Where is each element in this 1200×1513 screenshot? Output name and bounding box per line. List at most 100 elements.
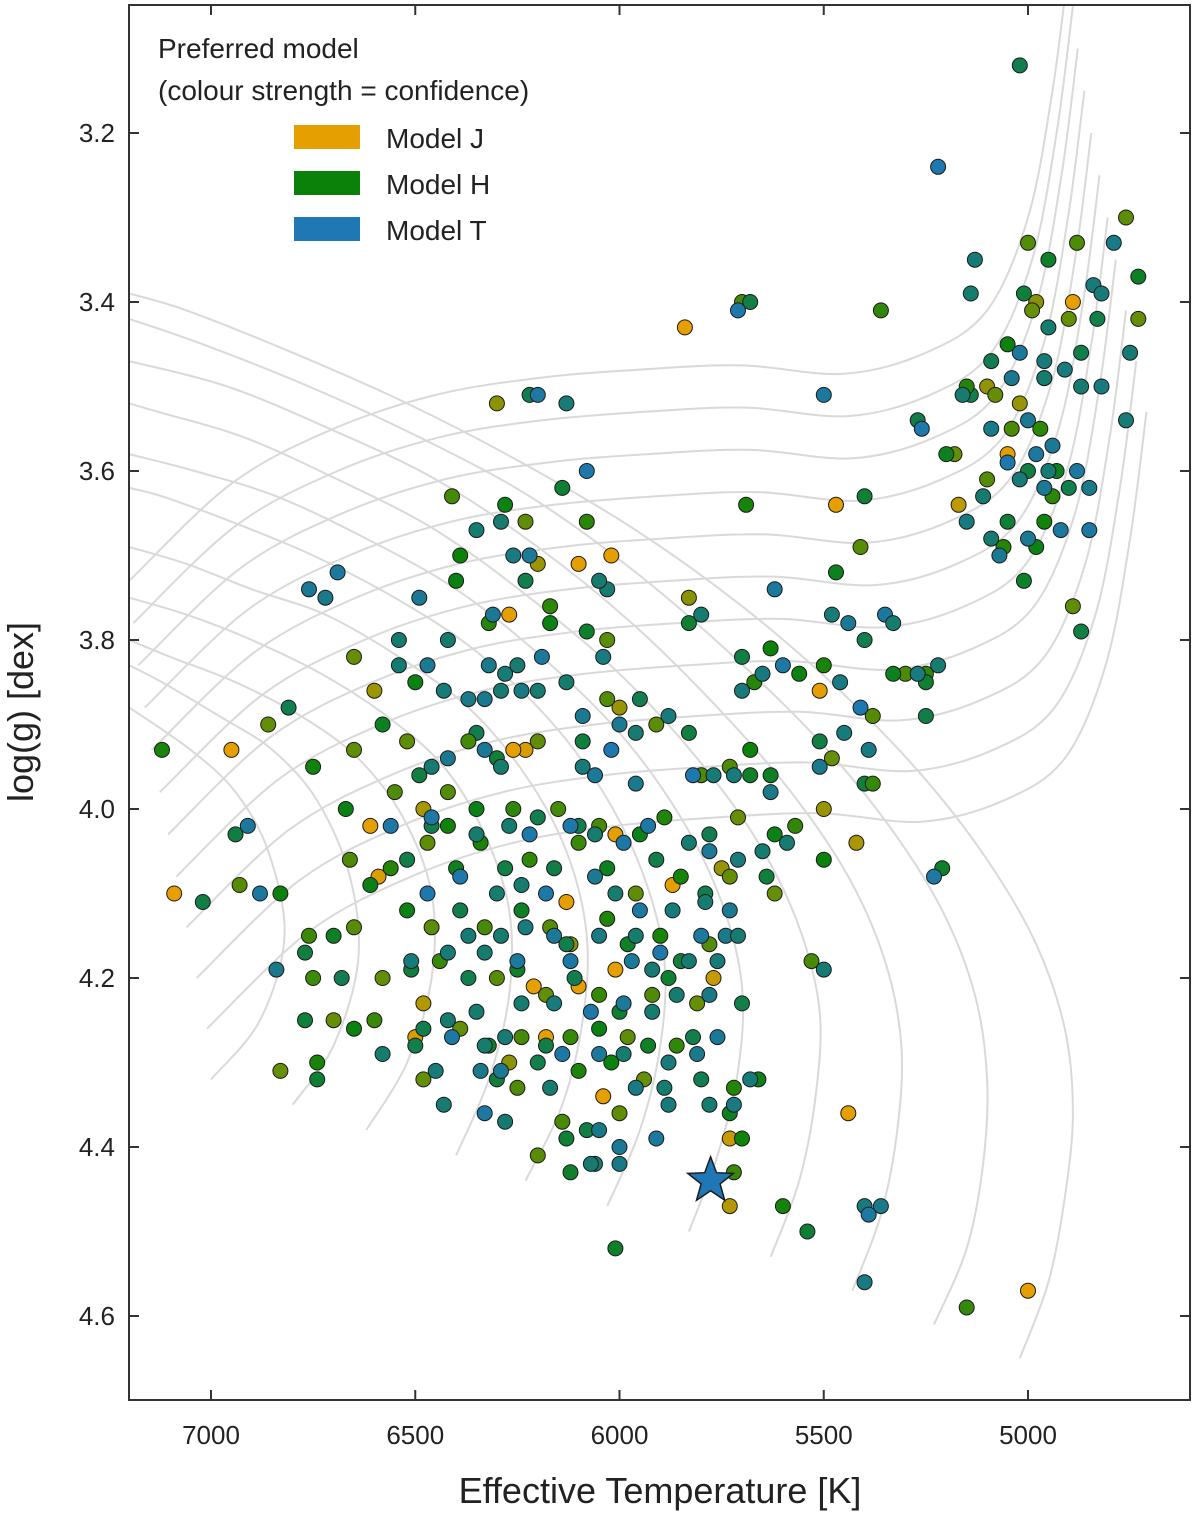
data-point-model-t (480, 657, 497, 674)
data-point-model-t (521, 826, 538, 843)
data-point-model-h (227, 826, 244, 843)
data-point-model-h (823, 750, 840, 767)
legend-title-line1: Preferred model (158, 33, 359, 64)
data-point-model-t (623, 953, 640, 970)
data-point-model-h (787, 817, 804, 834)
main-sequence-track (129, 664, 360, 1106)
data-point-model-j (505, 741, 522, 758)
data-point-model-h (309, 1071, 326, 1088)
data-point-model-h (562, 1164, 579, 1181)
data-point-model-t (983, 420, 1000, 437)
data-point-model-t (689, 1046, 706, 1062)
data-point-model-t (439, 750, 456, 767)
data-point-model-h (309, 1054, 326, 1071)
data-point-model-t (660, 1054, 677, 1071)
y-tick-label: 4.2 (79, 963, 115, 993)
data-point-model-t (493, 927, 509, 944)
data-point-model-t (730, 927, 746, 944)
data-point-model-h (693, 1071, 710, 1088)
data-point-model-t (509, 953, 526, 970)
data-point-model-h (815, 851, 832, 868)
data-point-model-t (860, 1206, 877, 1223)
data-point-model-t (591, 1122, 608, 1139)
data-point-model-h (599, 860, 616, 877)
x-tick-label: 6000 (591, 1420, 649, 1450)
data-point-model-t (644, 1003, 661, 1020)
data-point-model-t (644, 961, 661, 978)
data-point-model-t (701, 843, 718, 860)
data-point-model-t (762, 784, 779, 801)
data-point-model-t (472, 1062, 489, 1079)
data-point-model-t (709, 953, 726, 970)
data-point-model-h (979, 471, 996, 488)
data-point-model-h (154, 741, 170, 758)
data-point-model-h (872, 302, 889, 319)
data-point-model-j (501, 606, 518, 623)
data-point-model-h (685, 1029, 701, 1046)
data-point-model-t (852, 699, 869, 716)
data-point-model-h (411, 767, 428, 784)
data-point-model-h (497, 496, 514, 513)
data-point-model-t (705, 767, 722, 784)
data-point-model-h (680, 724, 697, 741)
data-point-model-t (836, 724, 853, 741)
data-point-model-t (766, 581, 783, 598)
data-point-model-h (529, 1147, 546, 1164)
data-point-model-t (497, 1029, 514, 1046)
data-point-model-h (1032, 420, 1049, 437)
data-point-model-j (558, 894, 575, 910)
data-point-model-h (656, 809, 673, 826)
data-point-model-h (1118, 209, 1134, 226)
data-point-model-t (427, 1062, 444, 1079)
data-point-model-t (1036, 479, 1053, 496)
data-point-model-t (627, 724, 644, 741)
main-sequence-track (129, 317, 989, 1325)
legend: Preferred model (colour strength = confi… (158, 33, 529, 246)
y-tick-label: 4.0 (79, 794, 115, 824)
data-point-model-h (742, 767, 759, 784)
data-point-model-h (558, 1130, 575, 1147)
main-sequence-track (129, 292, 1074, 1359)
data-point-model-h (758, 868, 775, 885)
legend-label-model-t: Model T (386, 215, 487, 246)
data-point-model-h (721, 868, 738, 885)
data-point-model-h (811, 733, 828, 750)
data-point-model-t (913, 420, 930, 437)
data-point-model-h (599, 910, 616, 927)
data-point-model-h (828, 564, 844, 581)
isochrone-track (137, 48, 1079, 667)
data-point-model-t (411, 589, 428, 606)
data-point-model-t (983, 530, 1000, 547)
x-tick-label: 5500 (795, 1420, 853, 1450)
data-point-model-h (627, 885, 644, 902)
data-point-model-t (476, 944, 493, 961)
data-point-model-t (999, 454, 1016, 471)
data-point-model-h (734, 648, 750, 665)
data-point-model-t (754, 843, 771, 860)
data-point-model-h (734, 995, 750, 1012)
isochrone-track (132, 6, 1074, 624)
main-sequence-track (129, 706, 286, 1081)
data-point-model-t (832, 674, 849, 691)
data-point-model-h (415, 1071, 432, 1088)
data-point-model-j (362, 817, 379, 834)
data-point-model-t (615, 995, 632, 1012)
data-point-model-j (1064, 294, 1081, 310)
data-point-model-h (774, 1198, 791, 1215)
data-point-model-t (1069, 463, 1085, 479)
y-tick-label: 3.2 (79, 118, 115, 148)
data-point-model-t (627, 927, 644, 944)
data-point-model-h (1024, 302, 1041, 319)
data-point-model-t (468, 826, 485, 843)
data-point-model-t (1003, 370, 1020, 387)
data-point-model-h (513, 1029, 530, 1046)
data-point-model-t (268, 961, 285, 978)
data-point-model-t (725, 1096, 742, 1113)
legend-title-line2: (colour strength = confidence) (158, 75, 529, 106)
data-point-model-t (754, 665, 771, 682)
data-point-model-t (685, 767, 701, 784)
data-point-model-h (1060, 310, 1077, 327)
data-point-model-h (1089, 310, 1106, 327)
data-point-model-t (611, 1155, 628, 1172)
data-point-model-t (627, 1079, 644, 1096)
